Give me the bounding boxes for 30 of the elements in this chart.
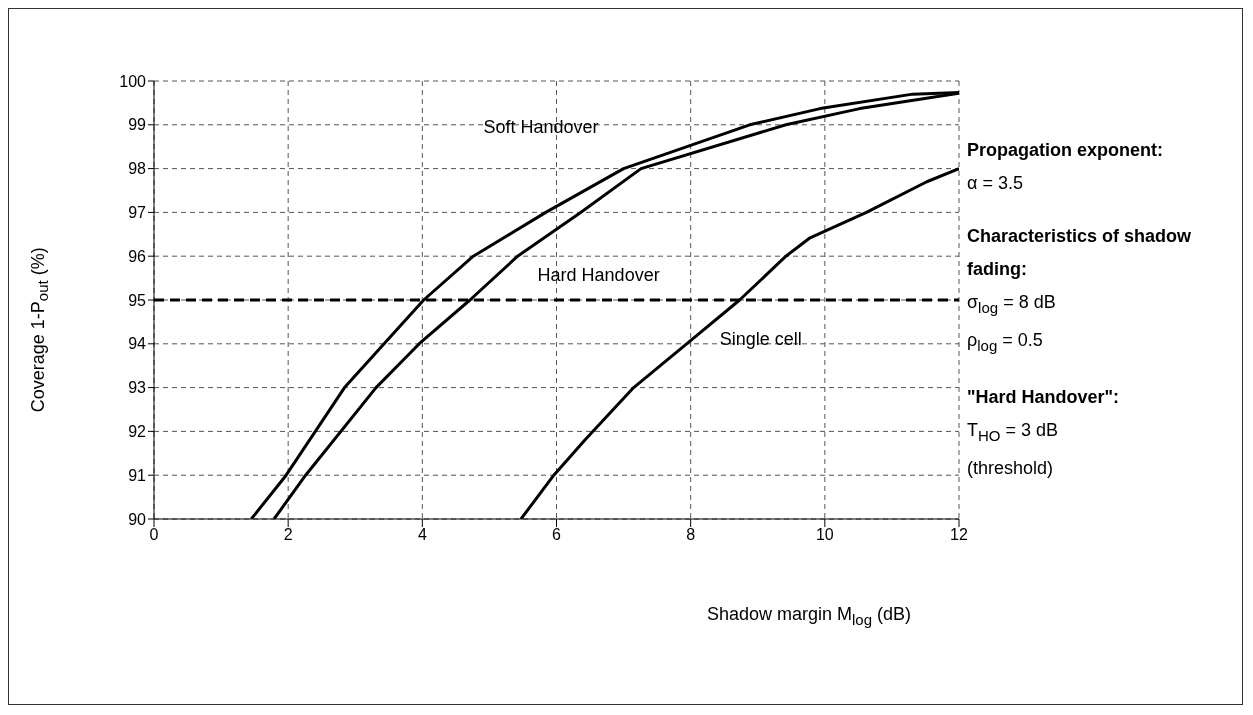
text: ρ$_{log}$ = 0.5 (967, 328, 1044, 356)
text: Characteristics of shadow fading: (967, 225, 1193, 281)
y-tick-label: 94 (128, 335, 147, 353)
y-tick-label: 90 (128, 510, 147, 528)
y-tick-label: 96 (128, 247, 147, 265)
text: (threshold) (967, 456, 1055, 480)
series-label: Single cell (719, 328, 802, 349)
x-tick-label: 2 (283, 526, 293, 544)
y-tick-label: 93 (128, 379, 147, 397)
text: "Hard Handover": (967, 386, 1121, 410)
x-tick-label: 8 (686, 526, 696, 544)
text: T$_{HO}$ = 3 dB (967, 419, 1060, 446)
text: Soft Handover (483, 117, 599, 138)
x-tick-label: 0 (149, 526, 159, 544)
y-tick-label: 91 (128, 466, 147, 484)
x-tick-label: 10 (815, 526, 834, 544)
text: Propagation exponent: (967, 139, 1164, 162)
x-tick-label: 4 (417, 526, 427, 544)
y-tick-label: 97 (128, 204, 147, 222)
y-tick-label: 98 (128, 160, 147, 178)
y-tick-label: 100 (119, 72, 147, 90)
y-tick-label: 99 (128, 116, 147, 134)
y-tick-label: 95 (128, 291, 147, 309)
x-tick-label: 6 (552, 526, 562, 544)
y-tick-label: 92 (128, 423, 147, 441)
x-tick-label: 12 (950, 526, 968, 544)
text: α = 3.5 (967, 172, 1024, 195)
series-label: Hard Handover (537, 264, 660, 285)
text: σ$_{log}$ = 8 dB (967, 291, 1057, 318)
x-axis-title: Shadow margin M$_{log}$ (dB) (706, 604, 912, 628)
